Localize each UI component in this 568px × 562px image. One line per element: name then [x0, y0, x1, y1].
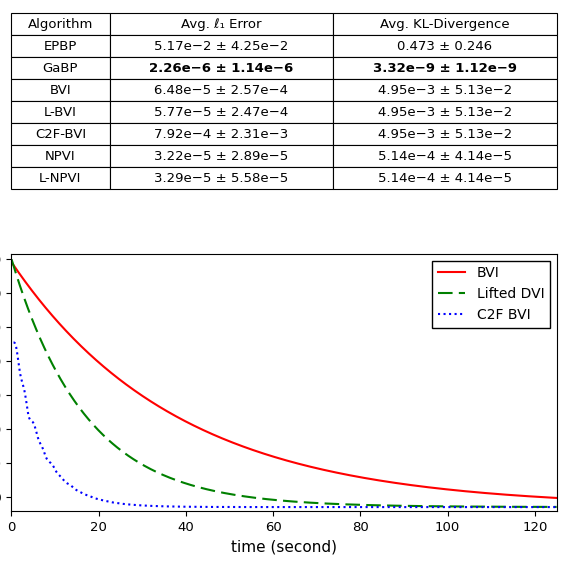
C2F BVI [326, 504, 333, 510]
C2F BVI [11, 339, 18, 346]
X-axis label: time (second): time (second) [231, 540, 337, 555]
Lifted DVI [339, 501, 346, 507]
C2F BVI [357, 504, 364, 510]
BVI [478, 490, 485, 496]
Legend: BVI, Lifted DVI, C2F BVI: BVI, Lifted DVI, C2F BVI [432, 261, 550, 328]
C2F BVI [553, 504, 560, 510]
BVI [325, 468, 332, 474]
C2F BVI [478, 504, 485, 510]
BVI [421, 483, 428, 490]
BVI [41, 303, 48, 310]
Lifted DVI [478, 503, 485, 510]
Line: BVI: BVI [11, 262, 557, 498]
C2F BVI [423, 504, 429, 510]
Line: Lifted DVI: Lifted DVI [11, 259, 557, 507]
BVI [8, 259, 15, 266]
C2F BVI [340, 504, 347, 510]
Lifted DVI [553, 504, 560, 510]
Lifted DVI [356, 501, 362, 508]
BVI [356, 474, 362, 481]
Lifted DVI [325, 500, 332, 507]
C2F BVI [44, 457, 51, 464]
Lifted DVI [8, 256, 15, 262]
Line: C2F BVI: C2F BVI [14, 343, 557, 507]
BVI [553, 495, 560, 501]
Lifted DVI [41, 346, 48, 352]
Lifted DVI [421, 503, 428, 510]
C2F BVI [10, 339, 17, 346]
BVI [339, 470, 346, 477]
